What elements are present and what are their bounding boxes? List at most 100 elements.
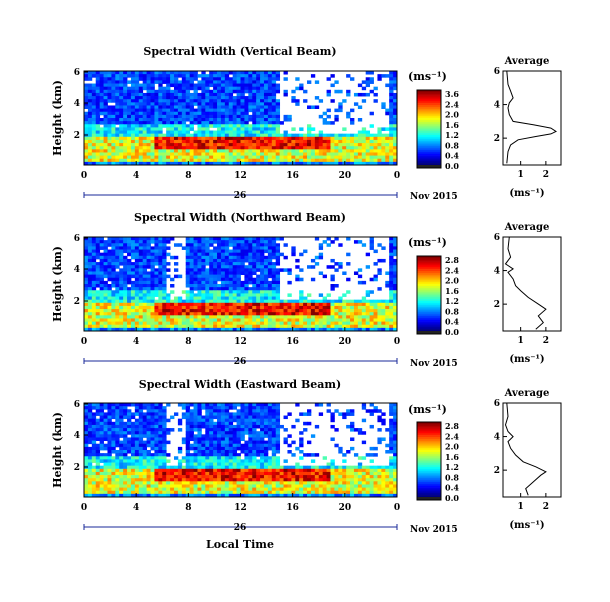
heatmap-cell — [111, 105, 115, 109]
heatmap-cell — [174, 300, 178, 304]
heatmap-cell — [205, 134, 209, 138]
heatmap-cell — [127, 96, 131, 100]
heatmap-cell — [143, 80, 147, 84]
heatmap-cell — [100, 159, 104, 163]
heatmap-cell — [96, 240, 100, 244]
heatmap-cell — [307, 159, 311, 163]
heatmap-cell — [170, 312, 174, 316]
heatmap-cell — [107, 121, 111, 125]
heatmap-cell — [147, 318, 151, 322]
heatmap-cell — [233, 309, 237, 313]
heatmap-cell — [252, 87, 256, 91]
heatmap-cell — [272, 271, 276, 275]
heatmap-cell — [111, 312, 115, 316]
heatmap-cell — [272, 459, 276, 463]
heatmap-cell — [194, 437, 198, 441]
heatmap-cell — [194, 131, 198, 135]
heatmap-cell — [248, 463, 252, 467]
heatmap-cell — [272, 453, 276, 457]
heatmap-cell — [252, 93, 256, 97]
heatmap-cell — [154, 437, 158, 441]
heatmap-cell — [143, 403, 147, 407]
heatmap-cell — [264, 143, 268, 147]
heatmap-cell — [100, 290, 104, 294]
heatmap-cell — [111, 322, 115, 326]
heatmap-cell — [342, 156, 346, 160]
heatmap-cell — [229, 444, 233, 448]
heatmap-cell — [241, 281, 245, 285]
heatmap-cell — [264, 271, 268, 275]
heatmap-cell — [131, 315, 135, 319]
panel-vertical: Spectral Width (Vertical Beam) Height (k… — [51, 45, 561, 202]
heatmap-cell — [233, 140, 237, 144]
colorbar-swatch — [417, 158, 441, 160]
heatmap-cell — [119, 156, 123, 160]
heatmap-cell — [229, 137, 233, 141]
heatmap-cell — [147, 84, 151, 88]
heatmap-cell — [385, 444, 389, 448]
colorbar: 2.82.42.01.61.20.80.40.0 — [417, 255, 459, 337]
heatmap-cell — [241, 140, 245, 144]
heatmap-cell — [190, 149, 194, 153]
heatmap-cell — [276, 256, 280, 260]
heatmap-cell — [139, 318, 143, 322]
heatmap-cell — [256, 450, 260, 454]
heatmap-cell — [111, 256, 115, 260]
heatmap-cell — [115, 297, 119, 301]
heatmap-cell — [162, 306, 166, 310]
heatmap-cell — [178, 105, 182, 109]
heatmap-cell — [272, 109, 276, 113]
heatmap-cell — [209, 118, 213, 122]
heatmap-cell — [162, 246, 166, 250]
heatmap-cell — [131, 297, 135, 301]
heatmap-cell — [381, 437, 385, 441]
heatmap-cell — [389, 315, 393, 319]
heatmap-cell — [346, 322, 350, 326]
heatmap-cell — [268, 403, 272, 407]
heatmap-cell — [237, 303, 241, 307]
heatmap-cell — [123, 105, 127, 109]
heatmap-cell — [366, 322, 370, 326]
heatmap-cell — [213, 406, 217, 410]
heatmap-cell — [135, 422, 139, 426]
heatmap-cell — [237, 250, 241, 254]
heatmap-cell — [190, 96, 194, 100]
heatmap-cell — [197, 96, 201, 100]
heatmap-cell — [147, 250, 151, 254]
heatmap-cell — [123, 315, 127, 319]
heatmap-cell — [115, 450, 119, 454]
heatmap-cell — [151, 459, 155, 463]
heatmap-cell — [237, 131, 241, 135]
heatmap-cell — [143, 262, 147, 266]
heatmap-cell — [229, 293, 233, 297]
heatmap-cell — [154, 112, 158, 116]
heatmap-cell — [205, 456, 209, 460]
heatmap-cell — [268, 287, 272, 291]
heatmap-cell — [154, 124, 158, 128]
heatmap-cell — [264, 149, 268, 153]
heatmap-cell — [268, 447, 272, 451]
heatmap-cell — [334, 444, 338, 448]
heatmap-cell — [127, 466, 131, 470]
heatmap-cell — [84, 118, 88, 122]
heatmap-cell — [354, 146, 358, 150]
heatmap-cell — [252, 312, 256, 316]
heatmap-cell — [346, 306, 350, 310]
heatmap-cell — [135, 250, 139, 254]
heatmap-cell — [217, 240, 221, 244]
heatmap-cell — [221, 409, 225, 413]
heatmap-cell — [237, 271, 241, 275]
heatmap-cell — [197, 124, 201, 128]
heatmap-cell — [217, 278, 221, 282]
colorbar-swatch — [417, 99, 441, 101]
heatmap-cell — [276, 109, 280, 113]
heatmap-cell — [190, 253, 194, 257]
heatmap-cell — [217, 315, 221, 319]
heatmap-cell — [244, 115, 248, 119]
heatmap-cell — [154, 315, 158, 319]
heatmap-cell — [111, 159, 115, 163]
heatmap-cell — [131, 459, 135, 463]
heatmap-cell — [323, 300, 327, 304]
heatmap-cell — [291, 246, 295, 250]
heatmap-cell — [135, 259, 139, 263]
